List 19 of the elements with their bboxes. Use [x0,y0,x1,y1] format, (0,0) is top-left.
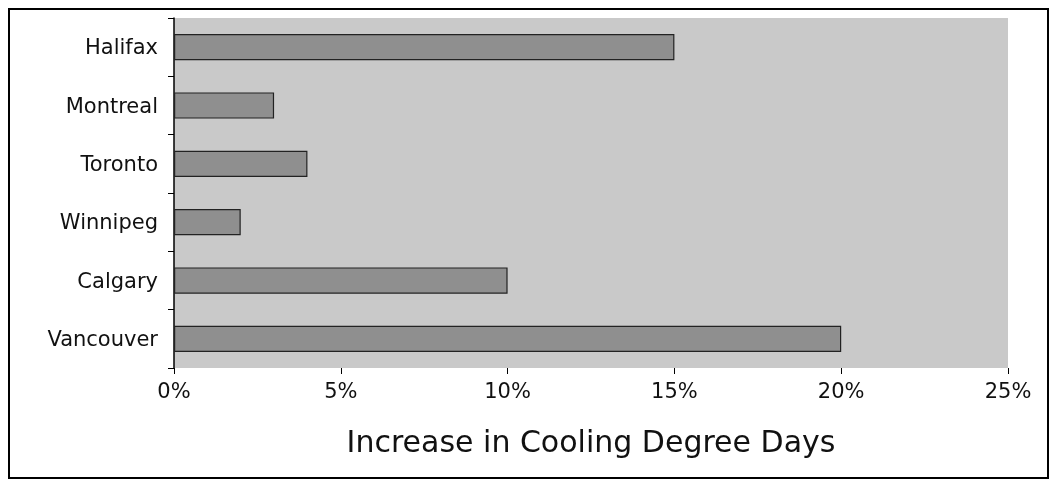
bar [174,34,675,61]
bar [174,325,842,352]
y-tick-label: Vancouver [47,326,159,351]
bar [174,150,308,177]
y-tick-label: Montreal [65,93,158,118]
y-tick-label: Halifax [84,35,158,60]
x-tick-label: 20% [817,378,865,403]
y-tick-label: Calgary [77,268,158,293]
x-tick-label: 15% [651,378,698,403]
x-tick-label: 25% [984,378,1032,403]
bar [174,267,508,294]
bar [174,209,241,236]
y-tick-label: Toronto [79,151,158,176]
x-tick-label: 0% [157,378,191,403]
y-tick-label: Winnipeg [59,210,158,235]
x-tick-label: 5% [324,378,358,403]
bar [174,92,275,119]
x-axis-title: Increase in Cooling Degree Days [346,423,836,459]
x-tick-label: 10% [484,378,531,403]
